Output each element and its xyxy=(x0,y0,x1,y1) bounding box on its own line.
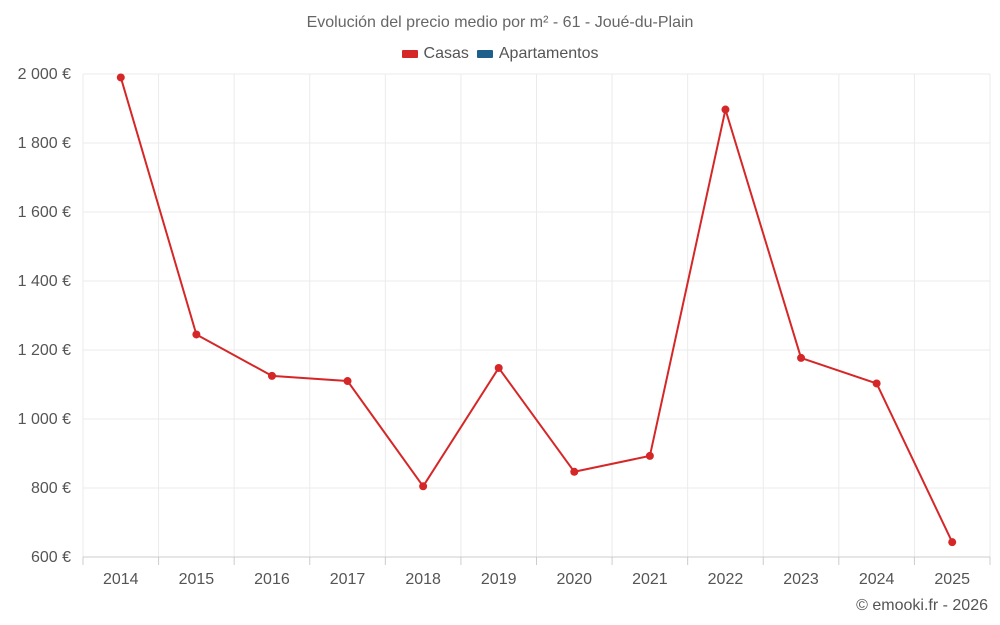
y-tick-label: 1 600 € xyxy=(18,204,71,221)
data-point xyxy=(797,353,806,362)
y-tick-label: 1 400 € xyxy=(18,273,71,290)
y-tick-label: 600 € xyxy=(31,549,71,566)
legend-item-casas[interactable]: Casas xyxy=(401,45,469,63)
x-tick-label: 2016 xyxy=(254,571,290,588)
x-tick-label: 2022 xyxy=(708,571,744,588)
legend-item-apartamentos[interactable]: Apartamentos xyxy=(476,45,599,63)
data-point xyxy=(419,482,428,491)
data-point xyxy=(948,538,957,547)
data-point xyxy=(116,73,125,82)
y-tick-label: 1 000 € xyxy=(18,411,71,428)
legend-swatch-casas xyxy=(401,50,418,58)
x-tick-label: 2021 xyxy=(632,571,668,588)
y-tick-label: 1 200 € xyxy=(18,342,71,359)
chart-title: Evolución del precio medio por m² - 61 -… xyxy=(306,14,694,31)
data-point xyxy=(570,467,579,476)
data-point xyxy=(192,330,201,339)
chart-legend: Casas Apartamentos xyxy=(0,45,1000,63)
x-tick-label: 2014 xyxy=(103,571,139,588)
x-tick-label: 2017 xyxy=(330,571,366,588)
legend-swatch-apartamentos xyxy=(476,50,493,58)
x-tick-label: 2025 xyxy=(934,571,970,588)
x-tick-label: 2024 xyxy=(859,571,895,588)
x-tick-label: 2020 xyxy=(556,571,592,588)
data-point xyxy=(267,371,276,380)
x-tick-label: 2019 xyxy=(481,571,517,588)
data-point xyxy=(872,379,881,388)
y-tick-label: 1 800 € xyxy=(18,135,71,152)
x-tick-label: 2015 xyxy=(179,571,215,588)
legend-label-casas: Casas xyxy=(423,45,469,62)
data-point xyxy=(494,363,503,372)
credit-text: © emooki.fr - 2026 xyxy=(856,597,988,614)
x-tick-label: 2023 xyxy=(783,571,819,588)
legend-label-apartamentos: Apartamentos xyxy=(498,45,599,62)
data-point xyxy=(721,105,730,114)
data-point xyxy=(645,451,654,460)
x-tick-label: 2018 xyxy=(405,571,441,588)
y-tick-label: 800 € xyxy=(31,480,71,497)
y-tick-label: 2 000 € xyxy=(18,66,71,83)
series-line-casas xyxy=(119,77,954,543)
data-point xyxy=(343,377,352,386)
